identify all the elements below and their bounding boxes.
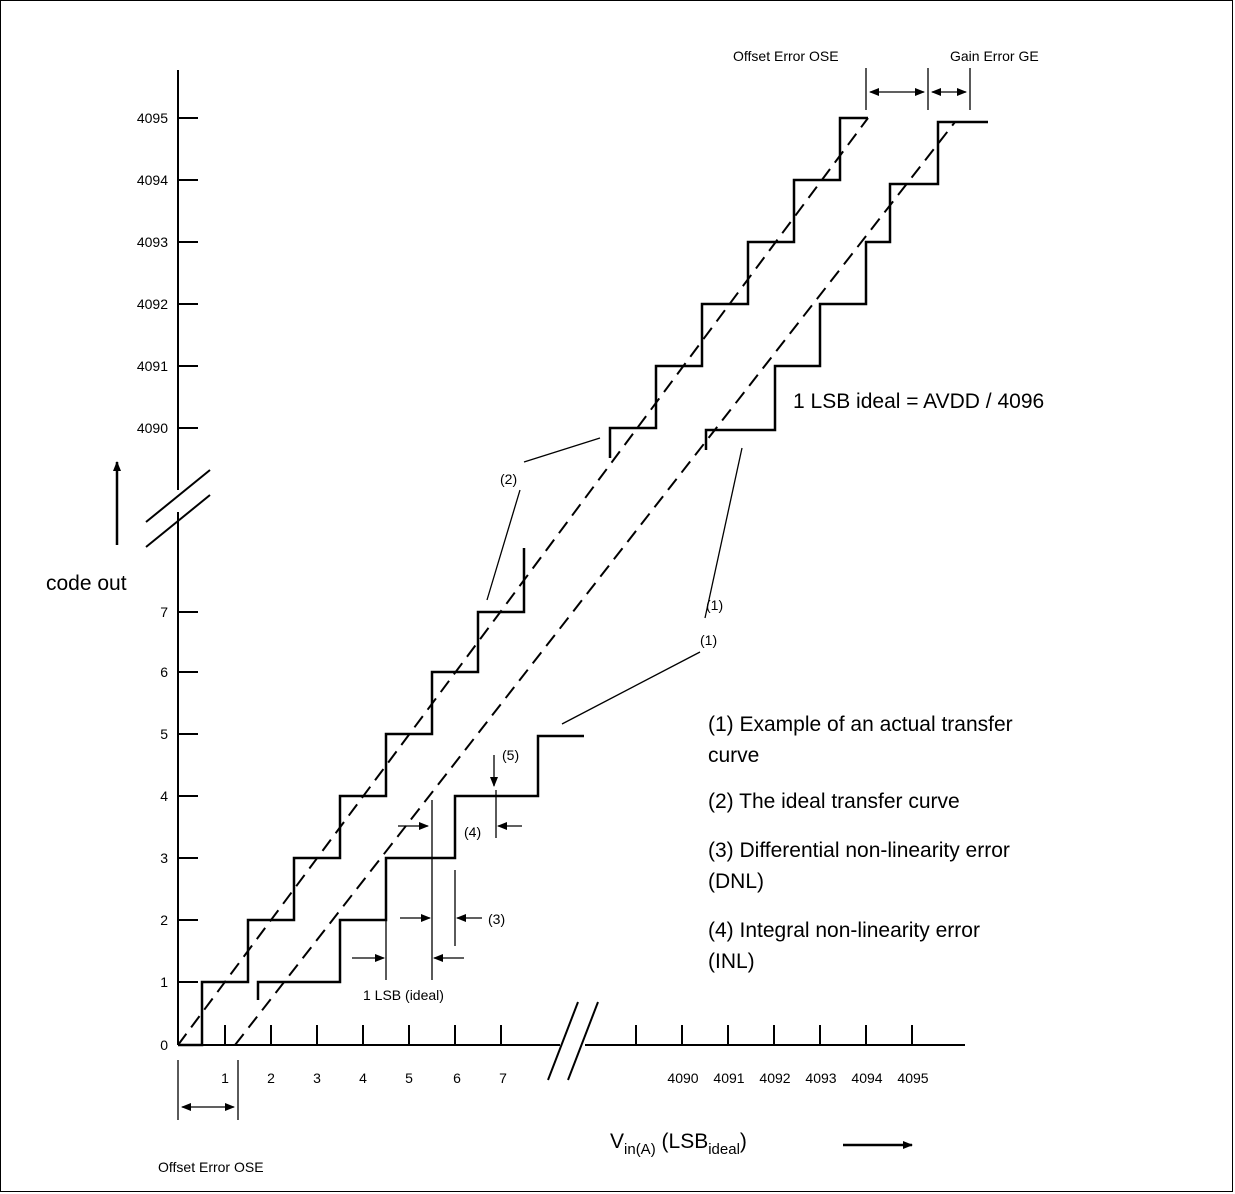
- x-tick-6: 6: [453, 1070, 461, 1086]
- x-tick-1: 1: [221, 1070, 229, 1086]
- y-tick-5: 5: [160, 726, 168, 742]
- y-tick-4092: 4092: [137, 296, 168, 312]
- legend-item-4-line2: (INL): [708, 950, 755, 973]
- y-tick-4090: 4090: [137, 420, 168, 436]
- y-tick-4093: 4093: [137, 234, 168, 250]
- marker-3-label: (3): [488, 911, 505, 927]
- y-tick-4095: 4095: [137, 110, 168, 126]
- actual-staircase-lower: [256, 734, 584, 1000]
- x-axis-label: Vin(A) (LSBideal): [610, 1130, 747, 1158]
- x-tick-4090: 4090: [667, 1070, 698, 1086]
- y-axis-label: code out: [46, 572, 127, 595]
- lsb-ideal-label: 1 LSB (ideal): [363, 987, 444, 1003]
- x-tick-4095: 4095: [897, 1070, 928, 1086]
- legend-item-3-line2: (DNL): [708, 870, 764, 893]
- x-tick-4093: 4093: [805, 1070, 836, 1086]
- legend-item-2-line1: (2) The ideal transfer curve: [708, 790, 960, 813]
- x-tick-4: 4: [359, 1070, 367, 1086]
- y-tick-7: 7: [160, 604, 168, 620]
- x-tick-labels: 1 2 3 4 5 6 7 4090 4091 4092 4093 4094 4…: [221, 1070, 929, 1086]
- offset-error-top-label: Offset Error OSE: [733, 48, 839, 64]
- lsb-formula: 1 LSB ideal = AVDD / 4096: [793, 390, 1044, 413]
- ideal-dashed-line-lower: [234, 121, 956, 1046]
- y-tick-4094: 4094: [137, 172, 168, 188]
- ideal-staircase-upper: [608, 116, 868, 458]
- y-tick-4: 4: [160, 788, 168, 804]
- y-tick-1: 1: [160, 974, 168, 990]
- x-tick-7: 7: [499, 1070, 507, 1086]
- leader-lines: [486, 437, 743, 725]
- legend-item-4-line1: (4) Integral non-linearity error: [708, 919, 980, 942]
- top-error-markers: [865, 68, 971, 110]
- bottom-offset-markers: [177, 1060, 239, 1120]
- y-tick-6: 6: [160, 664, 168, 680]
- marker-5-label: (5): [502, 747, 519, 763]
- ideal-dashed-line-upper: [177, 117, 869, 1046]
- y-tick-3: 3: [160, 850, 168, 866]
- legend-item-3-line1: (3) Differential non-linearity error: [708, 839, 1010, 862]
- legend-item-1-line1: (1) Example of an actual transfer: [708, 713, 1013, 736]
- x-tick-4094: 4094: [851, 1070, 882, 1086]
- x-axis-break: [547, 1001, 599, 1081]
- offset-error-bottom-label: Offset Error OSE: [158, 1159, 264, 1175]
- y-tick-4091: 4091: [137, 358, 168, 374]
- legend: (1) Example of an actual transfer curve …: [708, 713, 1013, 973]
- x-tick-3: 3: [313, 1070, 321, 1086]
- actual-staircase-upper: [704, 120, 988, 450]
- x-tick-4091: 4091: [713, 1070, 744, 1086]
- y-axis-break: [145, 469, 211, 548]
- x-ticks: [224, 1025, 913, 1045]
- x-tick-4092: 4092: [759, 1070, 790, 1086]
- y-tick-0: 0: [160, 1037, 168, 1053]
- dnl-inl-markers: [352, 755, 522, 980]
- marker-1-upper-label: (1): [706, 597, 723, 613]
- y-tick-labels: 0 1 2 3 4 5 6 7 4090 4091 4092 4093 4094…: [137, 110, 168, 1053]
- gain-error-label: Gain Error GE: [950, 48, 1039, 64]
- marker-4-label: (4): [464, 824, 481, 840]
- y-ticks: [178, 117, 198, 983]
- x-tick-5: 5: [405, 1070, 413, 1086]
- marker-1-lower-label: (1): [700, 632, 717, 648]
- legend-item-1-line2: curve: [708, 744, 759, 767]
- y-tick-2: 2: [160, 912, 168, 928]
- ideal-staircase-lower: [178, 548, 526, 1047]
- x-tick-2: 2: [267, 1070, 275, 1086]
- marker-2-label: (2): [500, 471, 517, 487]
